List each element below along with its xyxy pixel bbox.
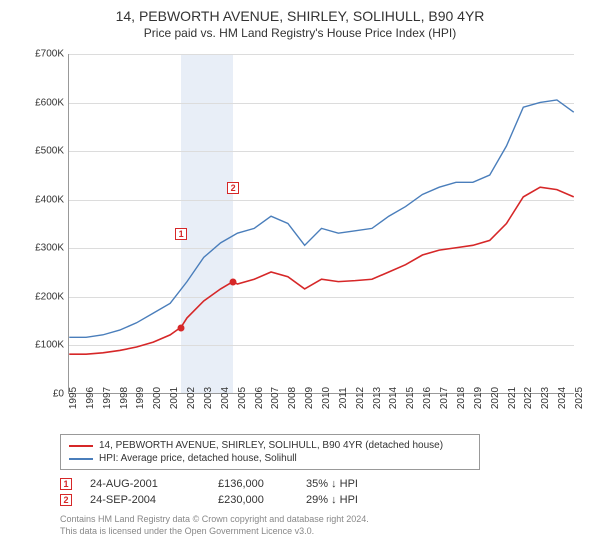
sale-delta: 35% ↓ HPI <box>306 478 396 490</box>
legend-box: 14, PEBWORTH AVENUE, SHIRLEY, SOLIHULL, … <box>60 434 480 470</box>
sale-marker-icon: 2 <box>60 494 72 506</box>
sale-date: 24-AUG-2001 <box>90 478 200 490</box>
y-tick-label: £200K <box>20 291 64 302</box>
y-tick-label: £600K <box>20 97 64 108</box>
footer-line-2: This data is licensed under the Open Gov… <box>60 526 576 538</box>
y-tick-label: £500K <box>20 146 64 157</box>
y-tick-label: £0 <box>20 389 64 400</box>
sale-price: £230,000 <box>218 494 288 506</box>
y-tick-label: £400K <box>20 194 64 205</box>
y-tick-label: £100K <box>20 340 64 351</box>
sale-delta: 29% ↓ HPI <box>306 494 396 506</box>
legend-swatch <box>69 445 93 447</box>
chart-title: 14, PEBWORTH AVENUE, SHIRLEY, SOLIHULL, … <box>12 8 588 24</box>
plot-area: 12 <box>68 54 574 394</box>
y-tick-label: £700K <box>20 49 64 60</box>
legend-swatch <box>69 458 93 460</box>
legend-item: HPI: Average price, detached house, Soli… <box>69 452 471 465</box>
series-price_paid <box>69 187 574 354</box>
sale-marker-icon: 1 <box>60 478 72 490</box>
chart-area: £0£100K£200K£300K£400K£500K£600K£700K 12… <box>20 48 580 428</box>
sale-marker-label: 2 <box>227 182 239 194</box>
chart-container: 14, PEBWORTH AVENUE, SHIRLEY, SOLIHULL, … <box>0 0 600 560</box>
footer-attribution: Contains HM Land Registry data © Crown c… <box>60 514 576 537</box>
x-tick-label: 2025 <box>574 387 600 409</box>
sale-date: 24-SEP-2004 <box>90 494 200 506</box>
legend-item: 14, PEBWORTH AVENUE, SHIRLEY, SOLIHULL, … <box>69 439 471 452</box>
sale-marker-dot <box>230 279 237 286</box>
legend-label: 14, PEBWORTH AVENUE, SHIRLEY, SOLIHULL, … <box>99 440 443 451</box>
sales-table: 1 24-AUG-2001 £136,000 35% ↓ HPI 2 24-SEP-200… <box>60 476 576 508</box>
sale-marker-dot <box>178 324 185 331</box>
footer-line-1: Contains HM Land Registry data © Crown c… <box>60 514 576 526</box>
chart-subtitle: Price paid vs. HM Land Registry's House … <box>12 26 588 40</box>
sale-row: 1 24-AUG-2001 £136,000 35% ↓ HPI <box>60 476 576 492</box>
sale-marker-label: 1 <box>175 228 187 240</box>
sale-price: £136,000 <box>218 478 288 490</box>
y-tick-label: £300K <box>20 243 64 254</box>
legend-label: HPI: Average price, detached house, Soli… <box>99 453 297 464</box>
chart-svg <box>69 54 574 393</box>
sale-row: 2 24-SEP-2004 £230,000 29% ↓ HPI <box>60 492 576 508</box>
series-hpi <box>69 100 574 337</box>
